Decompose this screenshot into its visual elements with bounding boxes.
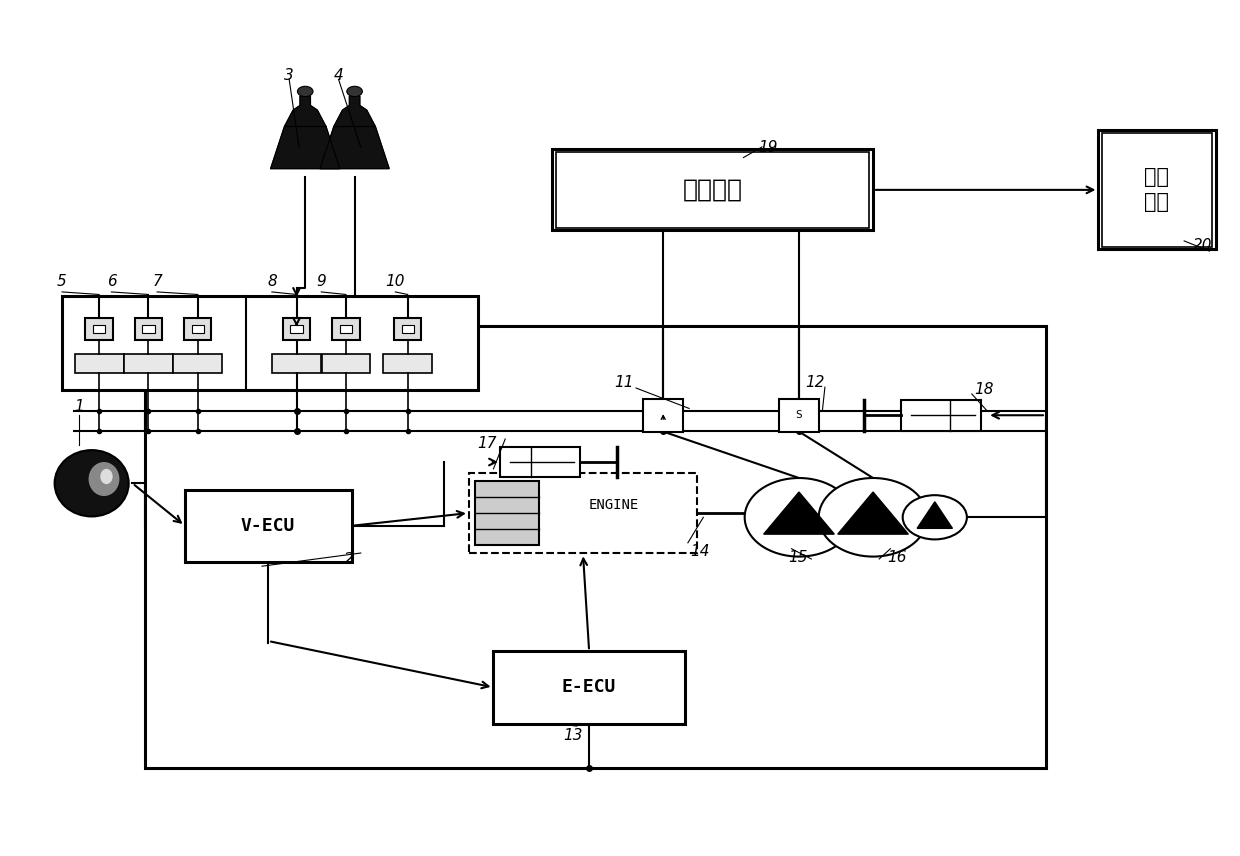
Bar xyxy=(1099,130,1215,249)
Text: E-ECU: E-ECU xyxy=(562,679,616,697)
Bar xyxy=(321,354,371,373)
Polygon shape xyxy=(270,96,340,169)
Polygon shape xyxy=(320,96,389,169)
Bar xyxy=(124,354,172,373)
Text: 2: 2 xyxy=(343,552,353,568)
Text: 8: 8 xyxy=(267,274,277,289)
Text: 7: 7 xyxy=(153,274,162,289)
Bar xyxy=(62,296,479,389)
Ellipse shape xyxy=(55,450,129,516)
Polygon shape xyxy=(764,492,835,534)
Text: 9: 9 xyxy=(316,274,326,289)
Text: 6: 6 xyxy=(107,274,117,289)
Text: 10: 10 xyxy=(386,274,405,289)
Text: 13: 13 xyxy=(563,728,583,743)
Bar xyxy=(174,354,222,373)
Text: 19: 19 xyxy=(759,140,777,155)
Bar xyxy=(185,490,351,562)
Text: 3: 3 xyxy=(284,68,294,82)
Text: 11: 11 xyxy=(614,376,634,390)
Text: 20: 20 xyxy=(1193,238,1213,253)
Ellipse shape xyxy=(298,86,312,97)
Text: 执行
机构: 执行 机构 xyxy=(1145,168,1169,212)
Ellipse shape xyxy=(88,462,119,496)
Bar xyxy=(552,150,873,230)
Bar xyxy=(383,354,432,373)
Text: 12: 12 xyxy=(805,376,825,390)
Text: ENGINE: ENGINE xyxy=(589,497,639,512)
Text: 16: 16 xyxy=(887,550,906,565)
Bar xyxy=(494,651,684,723)
Bar xyxy=(900,400,981,431)
Bar xyxy=(556,152,869,228)
Text: 17: 17 xyxy=(477,436,496,451)
Polygon shape xyxy=(838,492,909,534)
Text: 5: 5 xyxy=(57,274,67,289)
Bar xyxy=(332,318,360,340)
Bar xyxy=(185,318,211,340)
Ellipse shape xyxy=(818,478,928,556)
Text: 主控制阀: 主控制阀 xyxy=(682,178,743,202)
Bar xyxy=(135,318,162,340)
Bar xyxy=(394,318,422,340)
Bar xyxy=(283,318,310,340)
Ellipse shape xyxy=(100,469,113,484)
Polygon shape xyxy=(918,502,952,528)
Bar xyxy=(1102,133,1211,247)
Ellipse shape xyxy=(347,86,362,97)
Bar xyxy=(340,324,352,333)
Bar xyxy=(500,447,580,478)
Bar xyxy=(272,354,321,373)
Bar xyxy=(74,354,124,373)
Bar xyxy=(779,399,818,431)
Text: V-ECU: V-ECU xyxy=(241,517,295,535)
Bar xyxy=(475,481,539,545)
Text: 14: 14 xyxy=(691,544,711,559)
Circle shape xyxy=(903,495,967,539)
Text: 18: 18 xyxy=(975,383,994,397)
Bar xyxy=(86,318,113,340)
Bar xyxy=(192,324,203,333)
Text: 4: 4 xyxy=(334,68,343,82)
Bar xyxy=(143,324,155,333)
Bar xyxy=(402,324,414,333)
Bar xyxy=(93,324,105,333)
Bar xyxy=(290,324,303,333)
Text: 15: 15 xyxy=(787,550,807,565)
Bar xyxy=(469,473,697,554)
Text: 1: 1 xyxy=(74,399,84,414)
Ellipse shape xyxy=(745,478,853,556)
Bar xyxy=(644,399,683,431)
Bar xyxy=(145,326,1045,768)
Text: S: S xyxy=(796,410,802,420)
